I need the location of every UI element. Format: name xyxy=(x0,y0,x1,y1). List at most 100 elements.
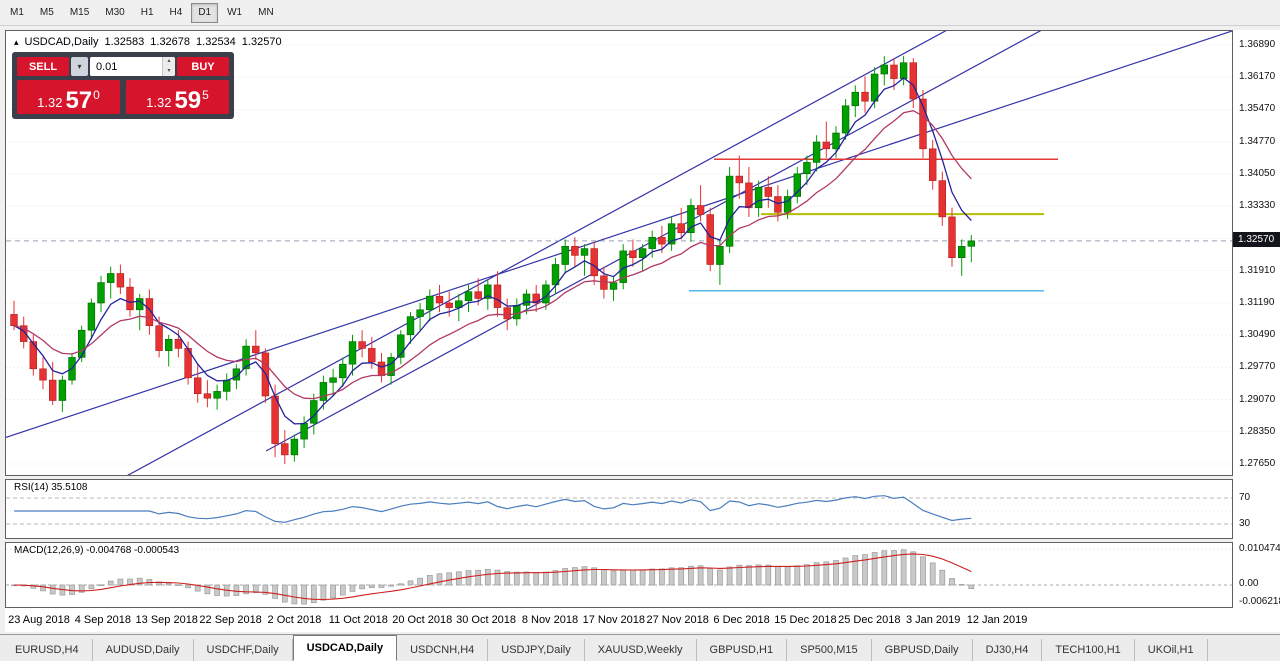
price-axis-label: 1.34770 xyxy=(1239,135,1276,147)
rsi-axis: 70 30 xyxy=(1233,479,1280,539)
rsi-chart-canvas[interactable] xyxy=(6,480,1232,538)
timeframe-button-w1[interactable]: W1 xyxy=(220,3,249,23)
macd-axis-label: -0.006218 xyxy=(1239,596,1280,607)
volume-input-wrap: ▴ ▾ xyxy=(90,57,175,76)
timeframe-button-h1[interactable]: H1 xyxy=(134,3,161,23)
time-axis-label: 4 Sep 2018 xyxy=(74,614,131,626)
price-axis-label: 1.31190 xyxy=(1239,296,1275,308)
main-chart-canvas[interactable] xyxy=(6,31,1232,475)
time-axis-label: 23 Aug 2018 xyxy=(8,614,70,626)
chart-title: ▴ USDCAD,Daily 1.32583 1.32678 1.32534 1.3257… xyxy=(14,36,288,48)
time-axis-label: 30 Oct 2018 xyxy=(456,614,517,626)
tab-ukoil-h1[interactable]: UKOil,H1 xyxy=(1135,639,1208,661)
macd-label: MACD(12,26,9) -0.004768 -0.000543 xyxy=(14,545,180,556)
sell-button[interactable]: SELL xyxy=(17,57,69,76)
tab-audusd-daily[interactable]: AUDUSD,Daily xyxy=(93,639,194,661)
time-axis-label: 8 Nov 2018 xyxy=(521,614,579,626)
trade-panel-top-row: SELL ▾ ▴ ▾ BUY xyxy=(17,57,229,76)
ohlc-open: 1.32583 xyxy=(104,36,145,48)
ask-prefix: 1.32 xyxy=(146,95,172,110)
time-axis-label: 13 Sep 2018 xyxy=(135,614,198,626)
timeframe-toolbar: M1 M5 M15 M30 H1 H4 D1 W1 MN xyxy=(0,0,1280,26)
tab-dj30-h4[interactable]: DJ30,H4 xyxy=(973,639,1043,661)
spin-down-icon[interactable]: ▾ xyxy=(163,66,175,76)
panel-splitter[interactable] xyxy=(5,539,1233,542)
bid-big-digits: 57 xyxy=(65,87,93,114)
tab-usdchf-daily[interactable]: USDCHF,Daily xyxy=(194,639,293,661)
macd-axis-label: 0.00 xyxy=(1239,578,1259,589)
macd-axis-label: 0.010474 xyxy=(1239,543,1280,554)
rsi-levels-layer xyxy=(6,497,1232,525)
tab-usdcnh-h4[interactable]: USDCNH,H4 xyxy=(397,639,489,661)
chevron-down-icon: ▾ xyxy=(77,62,82,71)
tab-usdjpy-daily[interactable]: USDJPY,Daily xyxy=(488,639,585,661)
rsi-label: RSI(14) 35.5108 xyxy=(14,482,88,493)
chart-symbol-label: USDCAD,Daily xyxy=(24,36,99,48)
bid-prefix: 1.32 xyxy=(37,95,63,110)
timeframe-button-m5[interactable]: M5 xyxy=(33,3,61,23)
macd-signal-layer xyxy=(13,553,972,601)
time-axis-label: 27 Nov 2018 xyxy=(646,614,709,626)
ask-big-digits: 59 xyxy=(174,87,202,114)
price-axis-label: 1.29070 xyxy=(1239,393,1276,405)
timeframe-button-h4[interactable]: H4 xyxy=(163,3,190,23)
price-axis-label: 1.28350 xyxy=(1239,425,1276,437)
volume-spinner: ▴ ▾ xyxy=(162,57,175,76)
macd-chart-canvas[interactable] xyxy=(6,543,1232,607)
price-axis-label: 1.33330 xyxy=(1239,200,1276,212)
horizontal-lines-layer xyxy=(6,158,1232,292)
ohlc-low: 1.32534 xyxy=(196,36,236,48)
macd-panel: MACD(12,26,9) -0.004768 -0.000543 xyxy=(5,542,1233,608)
tab-xauusd-weekly[interactable]: XAUUSD,Weekly xyxy=(585,639,697,661)
time-axis-label: 6 Dec 2018 xyxy=(713,614,770,626)
price-axis-label: 1.36890 xyxy=(1239,39,1276,50)
timeframe-button-m15[interactable]: M15 xyxy=(63,3,96,23)
tab-gbpusd-h1[interactable]: GBPUSD,H1 xyxy=(697,639,788,661)
tab-tech100-h1[interactable]: TECH100,H1 xyxy=(1042,639,1135,661)
buy-button[interactable]: BUY xyxy=(177,57,229,76)
price-axis: 1.36890 1.36170 1.35470 1.34770 1.34050 1.333… xyxy=(1233,30,1280,476)
sell-price-button[interactable]: 1.32 57 0 xyxy=(17,80,120,114)
tab-gbpusd-daily[interactable]: GBPUSD,Daily xyxy=(872,639,973,661)
tab-usdcad-daily[interactable]: USDCAD,Daily xyxy=(292,635,398,661)
one-click-trading-panel: SELL ▾ ▴ ▾ BUY 1.32570 xyxy=(12,52,234,119)
ohlc-close: 1.32570 xyxy=(241,36,282,48)
panel-splitter[interactable] xyxy=(5,476,1233,479)
bid-pipette: 0 xyxy=(93,88,100,102)
current-price-badge: 1.32570 xyxy=(1233,232,1280,247)
time-axis: 23 Aug 2018 4 Sep 2018 13 Sep 2018 22 Sep 2… xyxy=(5,608,1233,632)
chart-window: ▴ USDCAD,Daily 1.32583 1.32678 1.32534 1.3257… xyxy=(5,30,1280,632)
price-axis-label: 1.31910 xyxy=(1239,264,1276,276)
ask-pipette: 5 xyxy=(202,88,209,102)
timeframe-button-m1[interactable]: M1 xyxy=(3,3,31,23)
time-axis-label: 11 Oct 2018 xyxy=(328,614,388,626)
price-axis-label: 1.29770 xyxy=(1239,361,1276,373)
rsi-line-layer xyxy=(14,495,972,523)
price-axis-label: 1.35470 xyxy=(1239,103,1276,115)
collapse-trade-panel-icon[interactable]: ▴ xyxy=(14,37,19,47)
rsi-level-label: 30 xyxy=(1239,518,1251,529)
macd-axis: 0.010474 0.00 -0.006218 xyxy=(1233,542,1280,608)
time-axis-label: 12 Jan 2019 xyxy=(966,614,1028,626)
chart-tab-bar: EURUSD,H4 AUDUSD,Daily USDCHF,Daily USDCAD,… xyxy=(0,634,1280,661)
tab-eurusd-h4[interactable]: EURUSD,H4 xyxy=(2,639,93,661)
time-axis-label: 15 Dec 2018 xyxy=(774,614,837,626)
macd-levels-layer xyxy=(6,548,1232,586)
timeframe-button-mn[interactable]: MN xyxy=(251,3,281,23)
time-axis-label: 25 Dec 2018 xyxy=(838,614,901,626)
time-axis-label: 3 Jan 2019 xyxy=(905,614,961,626)
timeframe-button-d1[interactable]: D1 xyxy=(191,2,219,23)
price-axis-label: 1.27650 xyxy=(1239,457,1276,469)
volume-dropdown-button[interactable]: ▾ xyxy=(71,57,88,76)
ohlc-high: 1.32678 xyxy=(150,36,191,48)
spin-up-icon[interactable]: ▴ xyxy=(163,57,175,67)
timeframe-button-m30[interactable]: M30 xyxy=(98,3,131,23)
moving-averages-layer xyxy=(13,77,972,425)
macd-histogram-layer xyxy=(11,549,975,605)
tab-sp500-m15[interactable]: SP500,M15 xyxy=(787,639,872,661)
time-axis-label: 20 Oct 2018 xyxy=(392,614,453,626)
trade-panel-price-row: 1.32 57 0 1.32 59 5 xyxy=(17,80,229,114)
buy-price-button[interactable]: 1.32 59 5 xyxy=(126,80,229,114)
volume-input[interactable] xyxy=(90,57,162,76)
time-axis-label: 22 Sep 2018 xyxy=(199,614,262,626)
